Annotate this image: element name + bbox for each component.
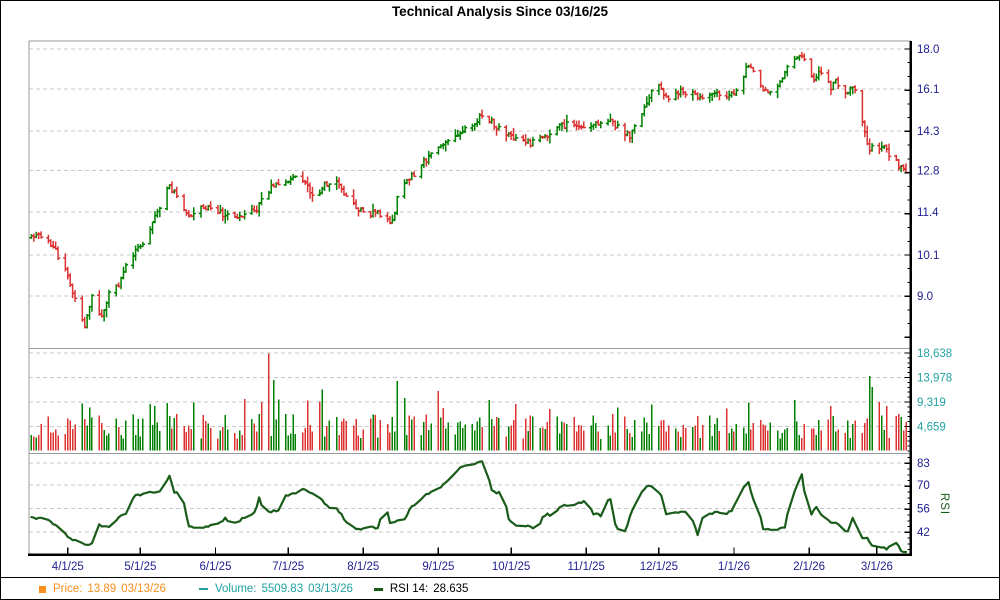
x-axis-tick-label: 6/1/25 xyxy=(200,561,232,573)
axis-tick-label: 56 xyxy=(917,503,930,515)
volume-legend-date: 03/13/26 xyxy=(308,583,353,595)
rsi-legend-label: RSI 14: xyxy=(389,583,429,595)
axis-tick-label: 11.4 xyxy=(917,207,939,219)
price-bars-up xyxy=(29,54,904,329)
price-legend-value: 13.89 xyxy=(87,583,117,595)
axis-tick-label: 18,638 xyxy=(917,348,952,360)
volume-legend-value: 5509.83 xyxy=(261,583,304,595)
page-title: Technical Analysis Since 03/16/25 xyxy=(391,4,609,19)
volume-bars-up xyxy=(30,375,902,451)
axis-tick-label: 18.0 xyxy=(917,44,939,56)
pane-borders xyxy=(1,40,999,578)
x-axis-tick-label: 10/1/25 xyxy=(492,561,530,573)
x-axis: 4/1/25 5/1/25 6/1/25 7/1/25 8/1/25 9/1/25 10/1… xyxy=(28,547,912,573)
axis-tick-label: 12.8 xyxy=(917,166,939,178)
x-axis-tick-label: 9/1/25 xyxy=(422,561,454,573)
axis-tick-label: 42 xyxy=(917,527,930,539)
axis-tick-label: 9,319 xyxy=(917,397,946,409)
price-legend: Price: 13.89 03/13/26 xyxy=(39,583,171,595)
axis-tick-label: 10.1 xyxy=(917,250,939,262)
volume-bars-down xyxy=(33,353,907,451)
price-bars-down xyxy=(31,51,909,329)
x-axis-tick-label: 11/1/25 xyxy=(567,561,605,573)
rsi-axis-title: RSI xyxy=(938,493,950,515)
axis-tick-label: 70 xyxy=(917,480,930,492)
x-axis-tick-label: 8/1/25 xyxy=(347,561,379,573)
gridlines xyxy=(29,48,906,533)
axis-tick-label: 13,978 xyxy=(917,373,952,385)
volume-marker-icon xyxy=(198,588,208,590)
volume-legend: Volume: 5509.83 03/13/26 xyxy=(171,583,358,595)
rsi-legend-value: 28.635 xyxy=(433,583,469,595)
axis-tick-label: 9.0 xyxy=(917,291,933,303)
x-axis-tick-label: 7/1/25 xyxy=(272,561,304,573)
x-axis-tick-label: 1/1/26 xyxy=(718,561,750,573)
price-legend-label: Price: xyxy=(53,583,83,595)
axis-tick-label: 16.1 xyxy=(917,84,939,96)
price-marker-icon xyxy=(39,585,46,593)
axis-tick-label: 14.3 xyxy=(917,126,939,138)
right-axis: 18.0 16.1 14.3 12.8 11.4 10.1 9.0 18,638 13,978 9… xyxy=(904,41,952,556)
x-axis-tick-label: 4/1/25 xyxy=(52,561,84,573)
x-axis-tick-label: 12/1/25 xyxy=(640,561,678,573)
rsi-legend: RSI 14: 28.635 xyxy=(358,583,474,595)
price-ohlc-bars xyxy=(29,51,909,329)
volume-bars xyxy=(30,353,907,451)
rsi-marker-icon xyxy=(373,587,383,591)
axis-tick-label: 4,659 xyxy=(917,422,946,434)
legend-bar: Price: 13.89 03/13/26 Volume: 5509.83 03… xyxy=(1,580,999,598)
x-axis-tick-label: 3/1/26 xyxy=(861,561,893,573)
x-axis-tick-label: 2/1/26 xyxy=(793,561,825,573)
volume-legend-label: Volume: xyxy=(214,583,257,595)
axis-tick-label: 83 xyxy=(917,458,930,470)
price-legend-date: 03/13/26 xyxy=(121,583,166,595)
rsi-line xyxy=(30,460,908,554)
x-axis-tick-label: 5/1/25 xyxy=(124,561,156,573)
